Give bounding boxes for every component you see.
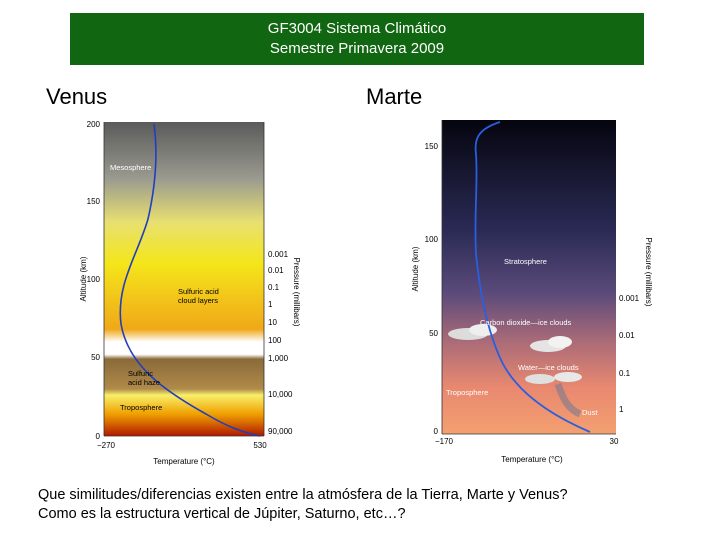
- marte-layer-troposphere: Troposphere: [446, 388, 488, 397]
- venus-right-axis-label: Pressure (millibars): [292, 258, 301, 327]
- venus-layer-troposphere: Troposphere: [120, 403, 162, 412]
- venus-alt-tick-0: 0: [96, 432, 101, 441]
- venus-pressure-tick: 10: [268, 318, 277, 327]
- venus-pressure-tick: 0.01: [268, 266, 284, 275]
- marte-layer-dust: Dust: [582, 408, 598, 417]
- marte-layer-stratosphere: Stratosphere: [504, 257, 547, 266]
- venus-temp-tick-max: 530: [253, 441, 267, 450]
- venus-layer-haze-2: acid haze: [128, 378, 160, 387]
- venus-label: Venus: [46, 84, 108, 109]
- marte-pressure-tick: 1: [619, 405, 624, 414]
- marte-layer-co2-clouds: Carbon dioxide—ice clouds: [480, 318, 572, 327]
- venus-pressure-tick: 1,000: [268, 354, 289, 363]
- venus-alt-tick-100: 100: [87, 275, 101, 284]
- marte-right-axis-label: Pressure (millibars): [644, 238, 653, 307]
- venus-alt-tick-200: 200: [87, 120, 101, 129]
- venus-pressure-tick: 100: [268, 336, 282, 345]
- marte-temp-tick-min: −170: [435, 437, 454, 446]
- title-line-1: GF3004 Sistema Climático: [267, 20, 447, 37]
- venus-temperature-profile: [119, 123, 261, 437]
- venus-y-axis-label: Altitude (km): [79, 256, 88, 301]
- title-line-2: Semestre Primavera 2009: [269, 40, 445, 57]
- venus-pressure-tick: 0.001: [268, 250, 289, 259]
- venus-pressure-tick: 90,000: [268, 427, 293, 436]
- venus-layer-cloud-1: Sulfuric acid: [178, 287, 219, 296]
- title-banner: GF3004 Sistema Climático Semestre Primav…: [70, 13, 644, 65]
- venus-layer-haze-1: Sulfuric: [128, 369, 153, 378]
- venus-atmosphere-panel: [104, 122, 264, 436]
- question-text: Que similitudes/diferencias existen entr…: [38, 486, 708, 524]
- marte-alt-tick-100: 100: [425, 235, 439, 244]
- venus-pressure-tick: 0.1: [268, 283, 280, 292]
- marte-atmosphere-panel: [442, 120, 616, 434]
- venus-temp-tick-min: −270: [97, 441, 116, 450]
- marte-pressure-tick: 0.1: [619, 369, 631, 378]
- venus-alt-tick-50: 50: [91, 353, 100, 362]
- marte-y-axis-label: Altitude (km): [411, 246, 420, 291]
- marte-diagram: 150 100 50 0 Altitude (km) −170 30 Tempe…: [411, 120, 653, 464]
- marte-alt-tick-0: 0: [434, 427, 439, 436]
- venus-layer-cloud-2: cloud layers: [178, 296, 218, 305]
- venus-x-axis-label: Temperature (°C): [153, 457, 215, 466]
- venus-alt-tick-150: 150: [87, 197, 101, 206]
- venus-pressure-tick: 1: [268, 300, 273, 309]
- venus-layer-mesosphere: Mesosphere: [110, 163, 151, 172]
- question-line-1: Que similitudes/diferencias existen entr…: [38, 487, 568, 503]
- question-line-2: Como es la estructura vertical de Júpite…: [38, 506, 406, 522]
- venus-diagram: 200 150 100 50 0 Altitude (km) −270 530 …: [79, 120, 301, 466]
- marte-pressure-tick: 0.001: [619, 294, 640, 303]
- marte-alt-tick-50: 50: [429, 329, 438, 338]
- marte-layer-water-clouds: Water—ice clouds: [518, 363, 579, 372]
- venus-pressure-tick: 10,000: [268, 390, 293, 399]
- marte-pressure-tick: 0.01: [619, 331, 635, 340]
- marte-x-axis-label: Temperature (°C): [501, 455, 563, 464]
- marte-temperature-profile: [474, 121, 591, 433]
- marte-temp-tick-max: 30: [610, 437, 619, 446]
- marte-label: Marte: [366, 84, 423, 109]
- marte-alt-tick-150: 150: [425, 142, 439, 151]
